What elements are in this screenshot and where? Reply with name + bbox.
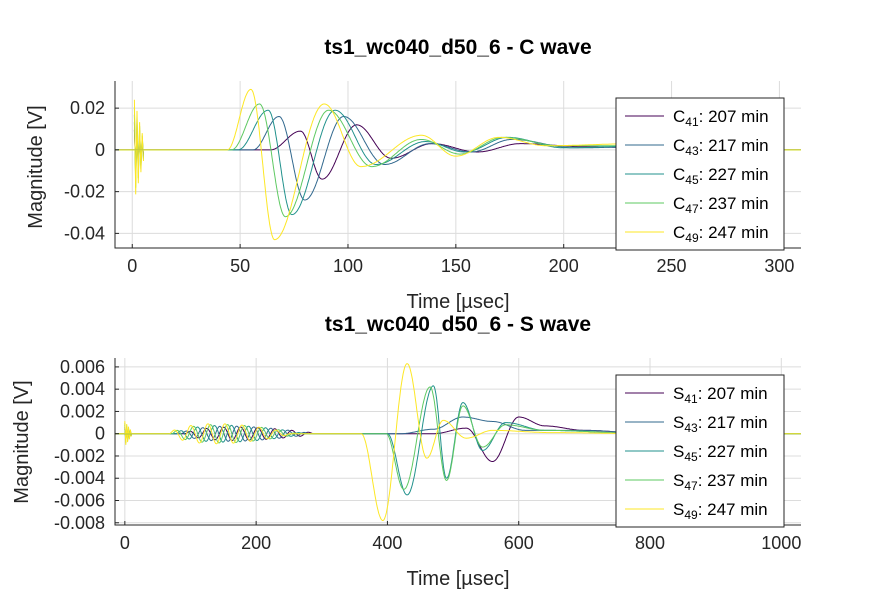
s-artifact-49 bbox=[124, 421, 132, 445]
c-legend-label-47: C47: 237 min bbox=[673, 194, 769, 216]
s-x-tick-label: 800 bbox=[635, 533, 665, 553]
s-legend-label-43: S43: 217 min bbox=[673, 413, 768, 435]
c-x-tick-label: 300 bbox=[764, 256, 794, 276]
c-x-tick-label: 50 bbox=[230, 256, 250, 276]
s-y-tick-label: -0.006 bbox=[54, 491, 105, 511]
s-y-tick-label: 0 bbox=[95, 424, 105, 444]
c-wave-ylabel: Magnitude [V] bbox=[25, 105, 47, 228]
s-axes bbox=[114, 358, 801, 526]
c-legend-label-49: C49: 247 min bbox=[673, 223, 769, 245]
s-wave-plot: 0 200 400 600 800 1000 -0.008-0.006 -0.004-0.00… bbox=[54, 357, 801, 553]
c-trigger-artifact bbox=[133, 99, 144, 195]
s-legend-label-45: S45: 227 min bbox=[673, 442, 768, 464]
s-trigger-artifact bbox=[124, 421, 132, 445]
c-artifact-49 bbox=[133, 99, 144, 195]
c-y-tick-label: -0.04 bbox=[64, 223, 105, 243]
s-legend-label-49: S49: 247 min bbox=[673, 500, 768, 522]
c-axes bbox=[114, 81, 801, 249]
s-y-tick-label: -0.002 bbox=[54, 446, 105, 466]
chart-title-c-wave: ts1_wc040_d50_6 - C wave bbox=[324, 36, 591, 59]
c-x-tick-label: 200 bbox=[549, 256, 579, 276]
c-y-tick-label: 0 bbox=[95, 140, 105, 160]
c-x-tick-label: 250 bbox=[657, 256, 687, 276]
c-x-tick-label: 0 bbox=[127, 256, 137, 276]
s-x-tick-label: 1000 bbox=[761, 533, 801, 553]
c-legend-label-43: C43: 217 min bbox=[673, 136, 769, 158]
c-y-tick-label: -0.02 bbox=[64, 182, 105, 202]
chart-title-s-wave: ts1_wc040_d50_6 - S wave bbox=[325, 313, 591, 336]
s-wave-xlabel: Time [µsec] bbox=[406, 568, 509, 590]
s-legend: S41: 207 min S43: 217 min S45: 227 min S47:… bbox=[615, 374, 785, 528]
s-wave-ylabel: Magnitude [V] bbox=[11, 380, 33, 503]
s-y-tick-label: -0.008 bbox=[54, 513, 105, 533]
c-legend-label-45: C45: 227 min bbox=[673, 165, 769, 187]
s-legend-label-47: S47: 237 min bbox=[673, 471, 768, 493]
c-wave-xlabel: Time [µsec] bbox=[406, 291, 509, 313]
s-x-tick-label: 400 bbox=[372, 533, 402, 553]
c-wave-plot: 0 50 100 150 200 250 300 -0.04 -0.02 0 0.02 C41: 20… bbox=[64, 81, 801, 276]
s-x-tick-label: 0 bbox=[120, 533, 130, 553]
c-y-tick-label: 0.02 bbox=[70, 98, 105, 118]
s-y-tick-label: 0.002 bbox=[60, 401, 105, 421]
s-y-tick-label: -0.004 bbox=[54, 468, 105, 488]
s-y-tick-label: 0.004 bbox=[60, 379, 105, 399]
c-x-tick-label: 100 bbox=[333, 256, 363, 276]
c-legend: C41: 207 min C43: 217 min C45: 227 min C47:… bbox=[615, 97, 785, 251]
s-x-tick-label: 600 bbox=[504, 533, 534, 553]
s-legend-label-41: S41: 207 min bbox=[673, 384, 768, 406]
s-y-tick-label: 0.006 bbox=[60, 357, 105, 377]
c-legend-label-41: C41: 207 min bbox=[673, 107, 769, 129]
c-x-tick-label: 150 bbox=[441, 256, 471, 276]
s-x-tick-label: 200 bbox=[241, 533, 271, 553]
